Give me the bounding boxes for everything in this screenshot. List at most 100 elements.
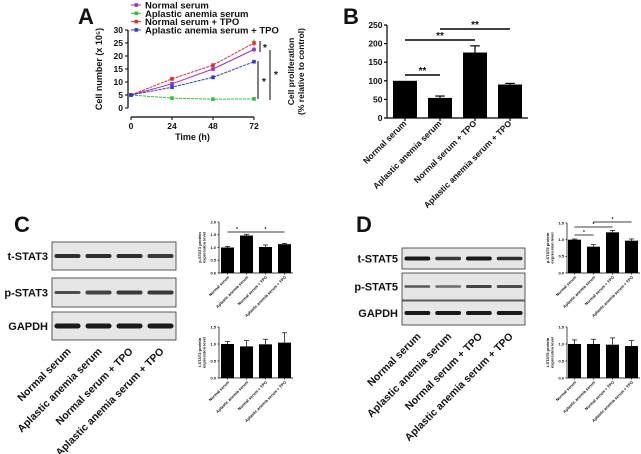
- sig-star: *: [236, 227, 238, 233]
- y-tick-label: 20: [114, 51, 124, 61]
- x-axis-label: Time (h): [175, 132, 210, 142]
- y-axis-label-line2: expression level: [550, 337, 555, 368]
- sig-star: *: [593, 222, 595, 228]
- bar: [278, 342, 291, 378]
- bar: [587, 344, 600, 378]
- blot-band: [465, 285, 492, 288]
- y-tick-label: 0.0: [210, 270, 216, 275]
- y-tick-label: 1.5: [558, 324, 564, 329]
- sig-star: *: [262, 77, 266, 88]
- bar: [625, 240, 638, 273]
- series-line-3: [130, 42, 255, 96]
- x-tick-label: 24: [167, 121, 177, 131]
- y-axis-label: t-STAT3 protein: [197, 337, 202, 367]
- y-tick-label: 2.0: [210, 219, 216, 224]
- y-tick-label: 0.5: [558, 254, 564, 259]
- y-axis-label: Cell number (x 10⁵): [94, 28, 104, 110]
- y-tick-label: 10: [114, 77, 124, 87]
- blot-band: [404, 256, 431, 261]
- category-label: Aplastic anemia serum: [562, 274, 597, 309]
- blot-band: [465, 256, 492, 261]
- y-tick-label: 1.0: [558, 341, 564, 346]
- data-point: [211, 67, 215, 71]
- panel-label-a: A: [78, 4, 94, 29]
- blot-band: [85, 323, 112, 329]
- y-tick-label: 1.5: [210, 324, 216, 329]
- legend-marker: [134, 28, 139, 32]
- bar: [587, 246, 600, 273]
- sig-star: *: [263, 43, 267, 54]
- blot-band: [54, 254, 81, 258]
- category-label: Aplastic anemia serum: [371, 118, 444, 191]
- blot-band: [116, 254, 143, 258]
- series-line-1: [130, 49, 255, 96]
- legend-marker: [134, 3, 139, 7]
- data-point: [170, 82, 174, 86]
- bar: [568, 344, 581, 378]
- y-axis-label-line2: (% relative to control): [296, 28, 306, 115]
- legend-entry: Aplastic anemia serum + TPO: [145, 25, 279, 36]
- panel-label-b: B: [343, 4, 359, 29]
- sig-star: **: [471, 20, 479, 31]
- blot-band: [147, 323, 174, 329]
- y-axis-label: Cell proliferation: [286, 38, 296, 106]
- y-tick-label: 0.5: [210, 258, 216, 263]
- data-point: [252, 47, 256, 52]
- blot-band: [435, 256, 462, 261]
- panel-label-d: D: [356, 212, 372, 237]
- y-tick-label: 1.0: [558, 237, 564, 242]
- blot-band: [435, 285, 462, 288]
- y-tick-label: 200: [368, 39, 382, 49]
- y-axis-label-line2: expression level: [202, 337, 207, 368]
- blot-row-label: p-STAT5: [354, 282, 398, 294]
- series-line-4: [130, 61, 255, 96]
- y-tick-label: 30: [114, 25, 124, 35]
- blot-band: [496, 285, 523, 288]
- y-tick-label: 0: [378, 113, 383, 123]
- blot-band: [404, 285, 431, 288]
- bar: [428, 97, 452, 118]
- y-axis-label-line2: expression level: [202, 232, 207, 263]
- blot-band: [435, 311, 462, 315]
- y-tick-label: 1.0: [210, 341, 216, 346]
- y-axis-label-line2: expression level: [550, 232, 555, 263]
- x-tick-label: 72: [249, 121, 259, 131]
- sig-star: **: [419, 66, 427, 77]
- lane-label: Normal serum: [365, 331, 423, 389]
- y-tick-label: 0.0: [558, 375, 564, 380]
- data-point: [252, 59, 256, 64]
- panel-label-c: C: [14, 212, 30, 237]
- category-label: Aplastic anemia serum: [215, 379, 250, 414]
- y-axis-label: p-STAT5 protein: [545, 232, 550, 263]
- blot-band: [147, 290, 174, 295]
- y-tick-label: 5: [118, 90, 123, 100]
- sig-star: *: [265, 227, 267, 233]
- y-tick-label: 1.5: [210, 232, 216, 237]
- category-label: Aplastic anemia serum + TPO: [244, 380, 287, 423]
- data-point: [211, 63, 215, 67]
- bar: [393, 80, 417, 118]
- blot-band: [496, 311, 523, 315]
- blot-band: [54, 291, 81, 294]
- x-tick-label: 0: [129, 121, 134, 131]
- x-tick-label: 48: [208, 121, 218, 131]
- category-label: Normal serum + TPO: [412, 118, 479, 185]
- data-point: [252, 97, 256, 101]
- data-point: [170, 77, 174, 81]
- blot-band: [54, 323, 81, 329]
- y-tick-label: 1.0: [210, 245, 216, 250]
- y-tick-label: 0.5: [558, 358, 564, 363]
- bar: [498, 84, 522, 118]
- blot-row-label: GAPDH: [358, 308, 398, 320]
- data-point: [252, 41, 256, 45]
- bar: [463, 52, 487, 118]
- blot-band: [496, 256, 523, 261]
- y-tick-label: 0.5: [210, 358, 216, 363]
- blot-row-label: p-STAT3: [4, 288, 48, 300]
- data-point: [170, 96, 174, 100]
- legend-marker: [134, 19, 139, 24]
- blot-band: [404, 311, 431, 315]
- y-tick-label: 50: [373, 94, 383, 104]
- bar: [259, 246, 272, 273]
- y-axis-label: t-STAT5 protein: [545, 337, 550, 367]
